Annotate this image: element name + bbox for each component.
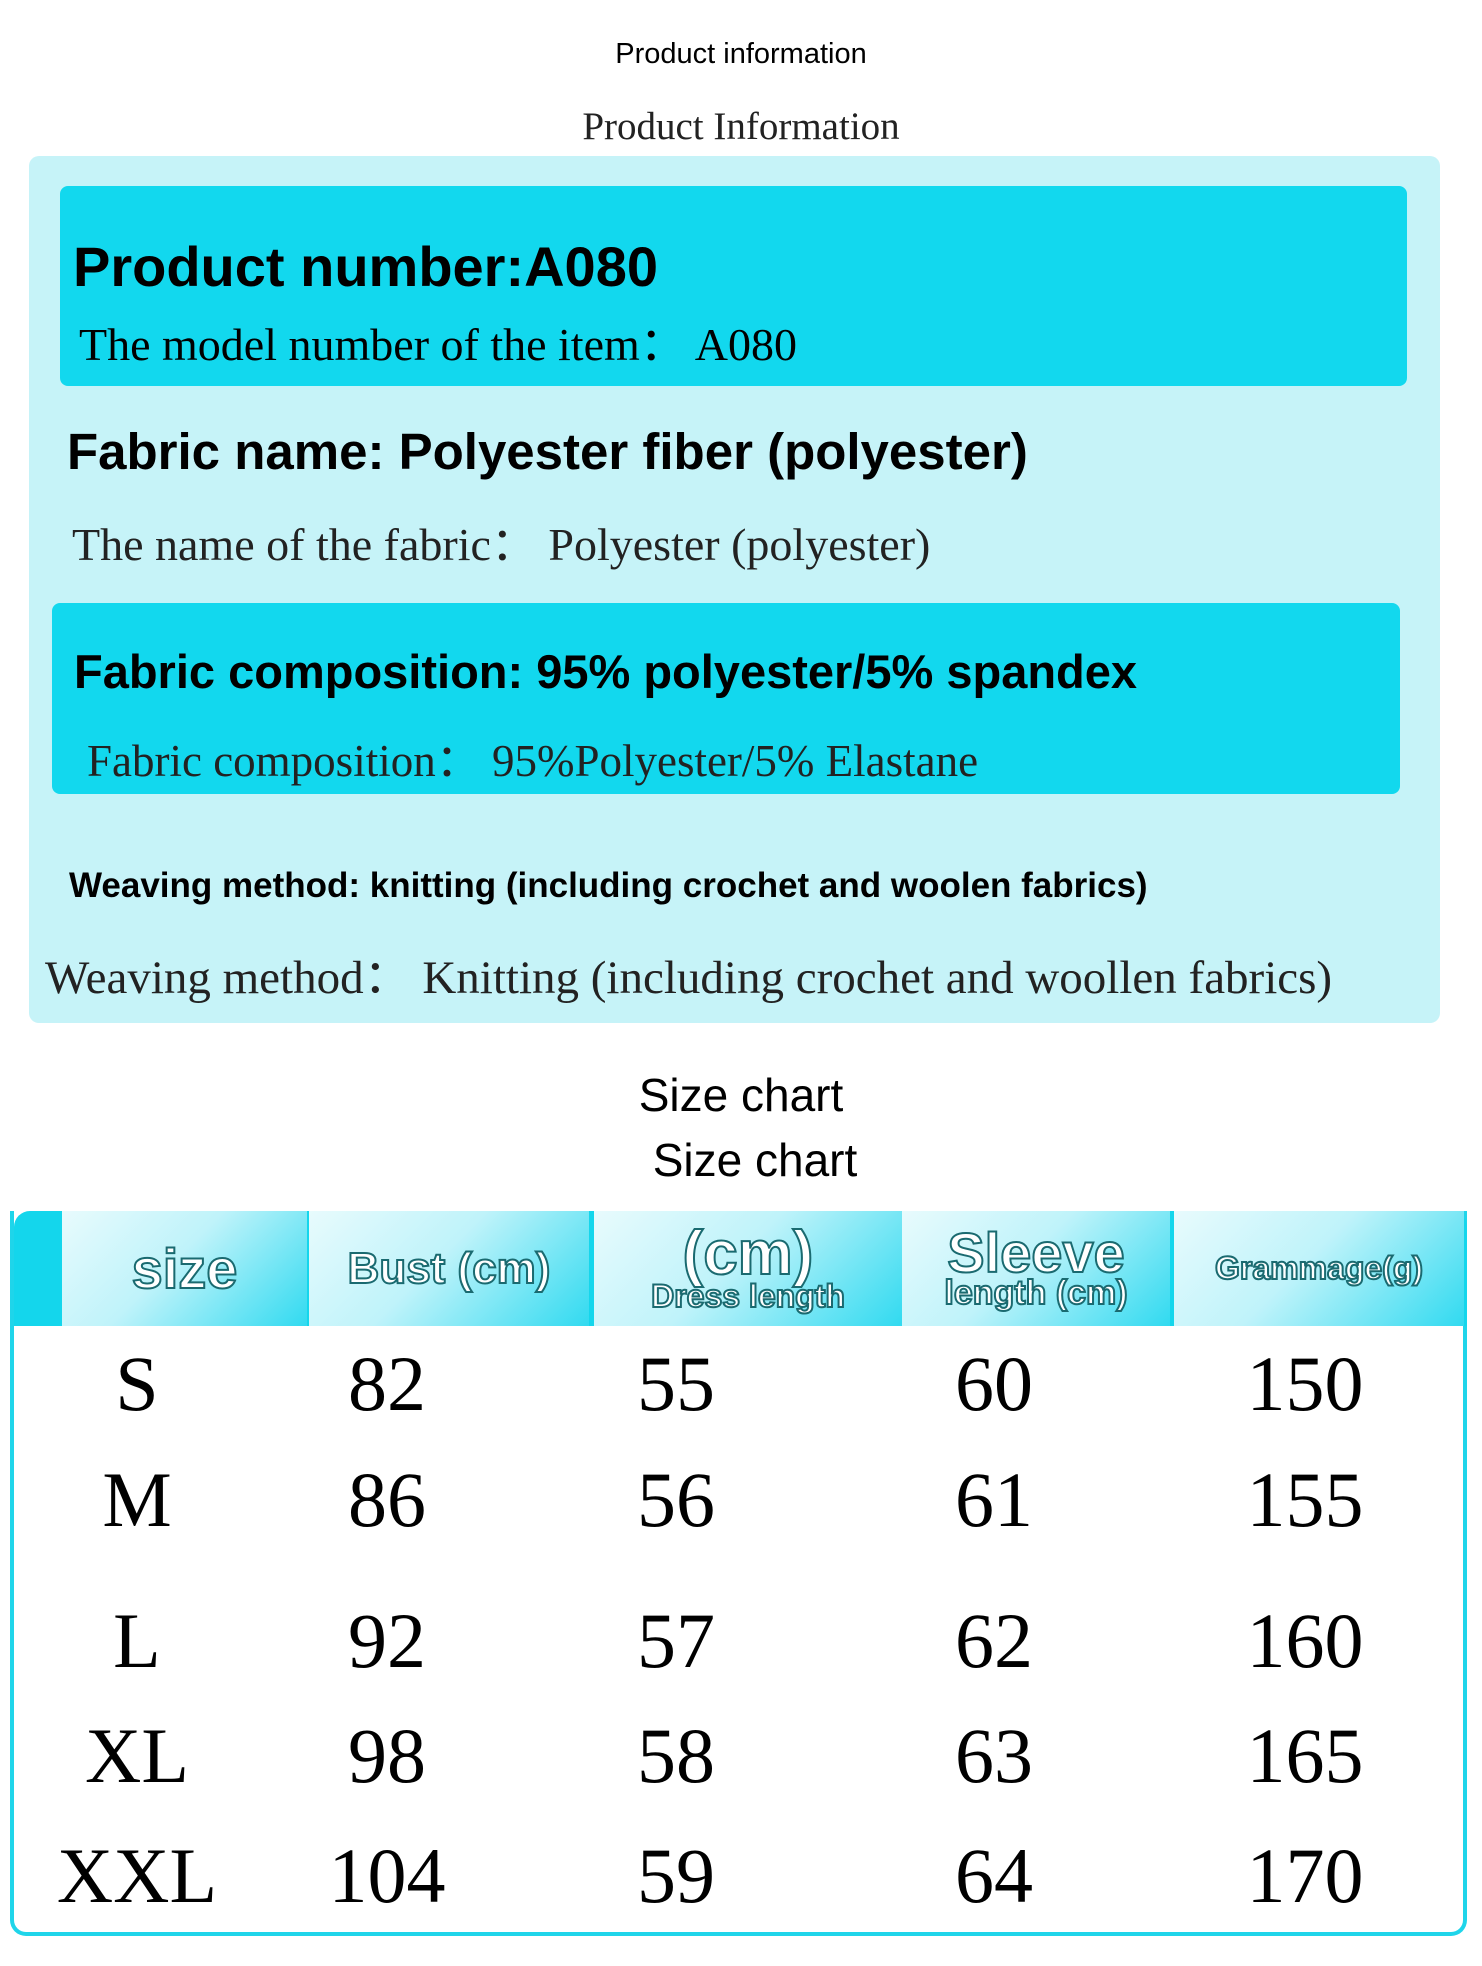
table-cell: 170: [1246, 1832, 1364, 1919]
composition-title: Fabric composition: 95% polyester/5% spa…: [74, 645, 1138, 698]
header-dress-length: (cm) Dress length: [594, 1211, 902, 1326]
size-chart-table: size Bust (cm) (cm) Dress length Sleeve le…: [10, 1211, 1467, 1936]
table-header-row: size Bust (cm) (cm) Dress length Sleeve le…: [14, 1211, 1467, 1326]
weaving-title: Weaving method: knitting (including croc…: [69, 866, 1148, 905]
table-cell: 58: [637, 1712, 715, 1799]
product-number-title: Product number:A080: [73, 235, 658, 298]
table-cell: 155: [1246, 1456, 1364, 1543]
weaving-subtitle: Weaving method： Knitting (including croc…: [45, 952, 1333, 1004]
table-cell: 63: [955, 1712, 1033, 1799]
page-subtitle: Product Information: [582, 105, 900, 148]
size-label-cell: M: [102, 1456, 172, 1543]
table-cell: 60: [955, 1340, 1033, 1427]
product-info-panel: Product number:A080 The model number of …: [29, 156, 1440, 1023]
header-bust: Bust (cm): [309, 1211, 589, 1326]
table-cell: 64: [955, 1832, 1033, 1919]
table-cell: 55: [637, 1340, 715, 1427]
size-label-cell: XL: [85, 1712, 189, 1799]
table-cell: 98: [348, 1712, 426, 1799]
table-cell: 92: [348, 1597, 426, 1684]
table-cell: 62: [955, 1597, 1033, 1684]
size-chart-subtitle: Size chart: [652, 1134, 858, 1186]
fabric-name-subtitle: The name of the fabric： Polyester (polye…: [72, 519, 931, 570]
product-number-subtitle: The model number of the item： A080: [79, 319, 797, 370]
table-cell: 61: [955, 1456, 1033, 1543]
table-cell: 59: [637, 1832, 715, 1919]
table-cell: 104: [328, 1832, 446, 1919]
composition-band: [52, 603, 1400, 794]
product-number-band: [60, 186, 1407, 386]
size-label-cell: XXL: [56, 1832, 218, 1919]
table-cell: 160: [1246, 1597, 1364, 1684]
table-cell: 56: [637, 1456, 715, 1543]
header-sleeve-length: Sleeve length (cm): [902, 1211, 1170, 1326]
header-grammage: Grammage(g): [1174, 1211, 1464, 1326]
page-title: Product information: [615, 38, 867, 70]
composition-subtitle: Fabric composition： 95%Polyester/5% Elas…: [87, 736, 979, 786]
table-cell: 82: [348, 1340, 426, 1427]
table-cell: 57: [637, 1597, 715, 1684]
header-size: size: [62, 1211, 307, 1326]
table-cell: 150: [1246, 1340, 1364, 1427]
table-cell: 86: [348, 1456, 426, 1543]
size-label-cell: S: [115, 1340, 159, 1427]
size-label-cell: L: [113, 1597, 161, 1684]
table-cell: 165: [1246, 1712, 1364, 1799]
size-chart-title: Size chart: [638, 1069, 844, 1121]
fabric-name-title: Fabric name: Polyester fiber (polyester): [67, 423, 1028, 480]
